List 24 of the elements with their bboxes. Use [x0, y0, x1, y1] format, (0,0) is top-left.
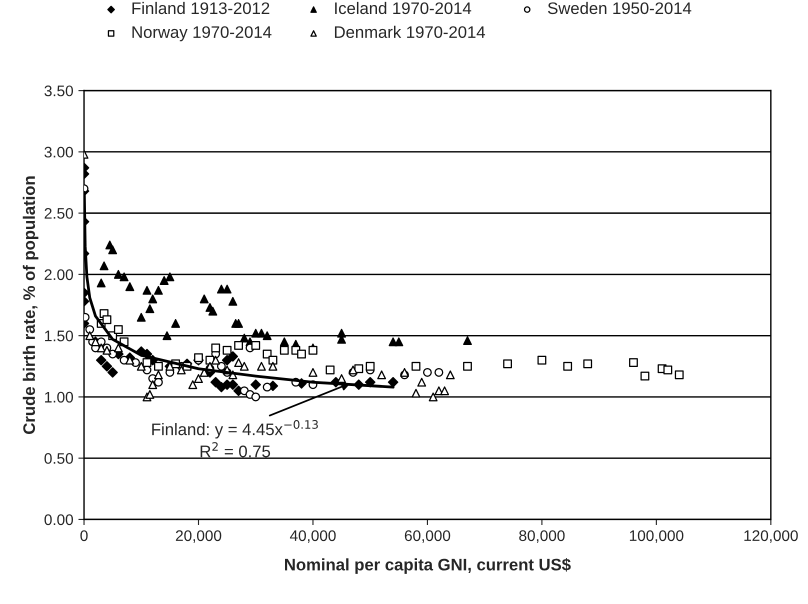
y-tick-label: 3.00 [44, 146, 74, 158]
y-tick-label: 1.00 [45, 392, 74, 403]
x-tick-label: 120,000 [744, 530, 798, 543]
legend-label: Iceland 1970-2014 [335, 2, 472, 14]
y-axis-title: Crude birth rate, % of population [22, 176, 38, 434]
annotation: R$^{2}$ = 0.75 [200, 442, 270, 458]
y-tick-label: 0.00 [44, 514, 74, 526]
x-tick-label: 100,000 [630, 530, 684, 543]
y-tick-label: 2.50 [44, 208, 74, 219]
legend-label: Sweden 1950-2014 [548, 2, 692, 14]
x-tick-label: 60,000 [404, 530, 450, 543]
x-tick-label: 80,000 [519, 530, 565, 543]
x-axis-title: Nominal per capita GNI, current US$ [285, 558, 571, 574]
annotation: Finland: y = 4.45x$^{−0.13}$ [152, 420, 318, 439]
y-tick-label: 2.00 [44, 269, 74, 280]
x-tick-label: 40,000 [290, 530, 336, 543]
legend-label: Finland 1913-2012 [132, 2, 270, 14]
y-tick-label: 0.50 [44, 453, 74, 464]
x-tick-label: 20,000 [176, 530, 222, 543]
legend-label: Norway 1970-2014 [132, 26, 272, 42]
y-tick-label: 1.50 [45, 330, 74, 342]
x-tick-label: 0 [80, 530, 88, 542]
y-tick-label: 3.50 [44, 85, 74, 96]
legend-label: Denmark 1970-2014 [334, 26, 486, 38]
